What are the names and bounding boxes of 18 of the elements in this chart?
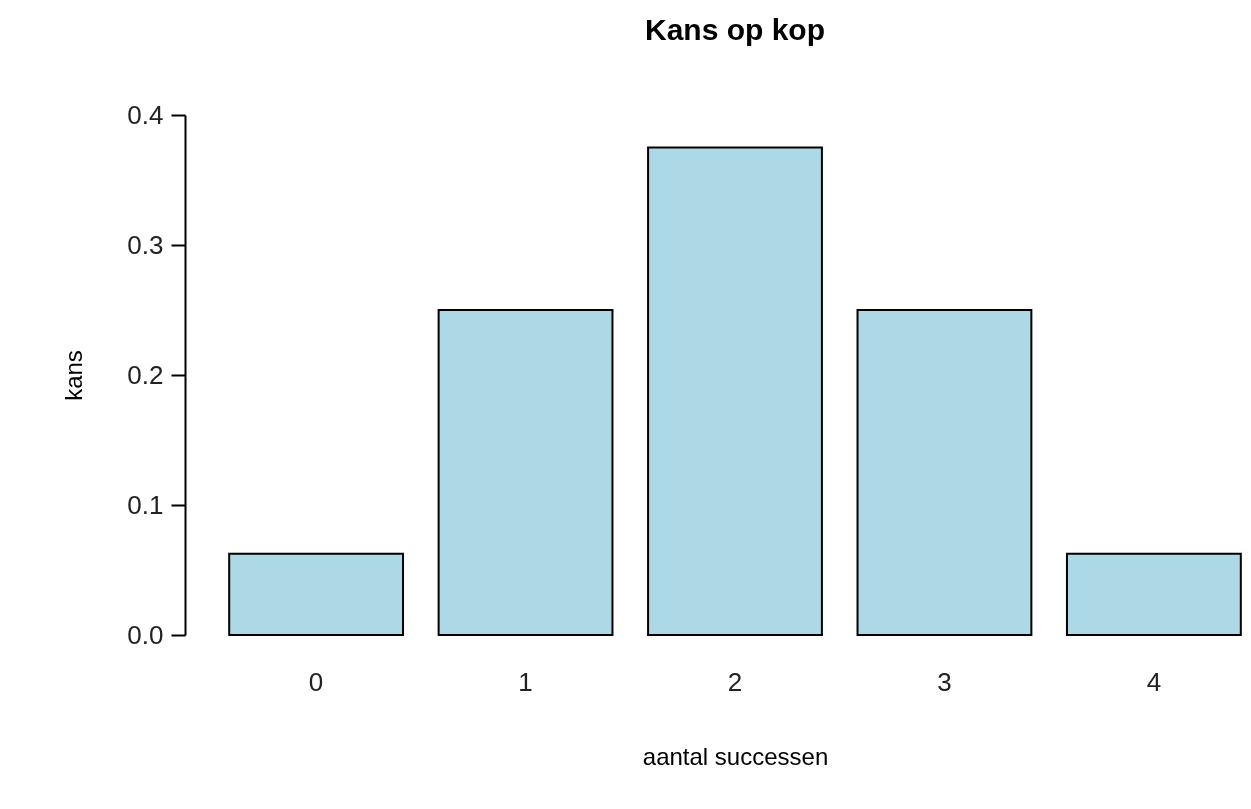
x-tick-label: 1 xyxy=(518,666,533,697)
y-tick-label: 0.3 xyxy=(127,229,164,260)
y-axis-title: kans xyxy=(60,350,88,401)
x-tick-label: 0 xyxy=(308,666,324,697)
x-tick-label: 2 xyxy=(727,666,743,697)
x-axis-title: aantal successen xyxy=(642,742,829,770)
x-tick-label: 4 xyxy=(1146,666,1162,697)
y-tick-label: 0.2 xyxy=(127,359,164,390)
bar xyxy=(647,146,823,636)
bar xyxy=(1065,552,1242,636)
chart-title: Kans op kop xyxy=(644,13,826,46)
bar xyxy=(228,552,405,636)
bar xyxy=(437,309,614,636)
y-tick-label: 0.4 xyxy=(127,99,164,130)
x-tick-label: 3 xyxy=(937,666,952,697)
y-tick-label: 0.0 xyxy=(127,619,164,650)
y-tick-label: 0.1 xyxy=(127,489,164,520)
bar xyxy=(856,309,1033,636)
